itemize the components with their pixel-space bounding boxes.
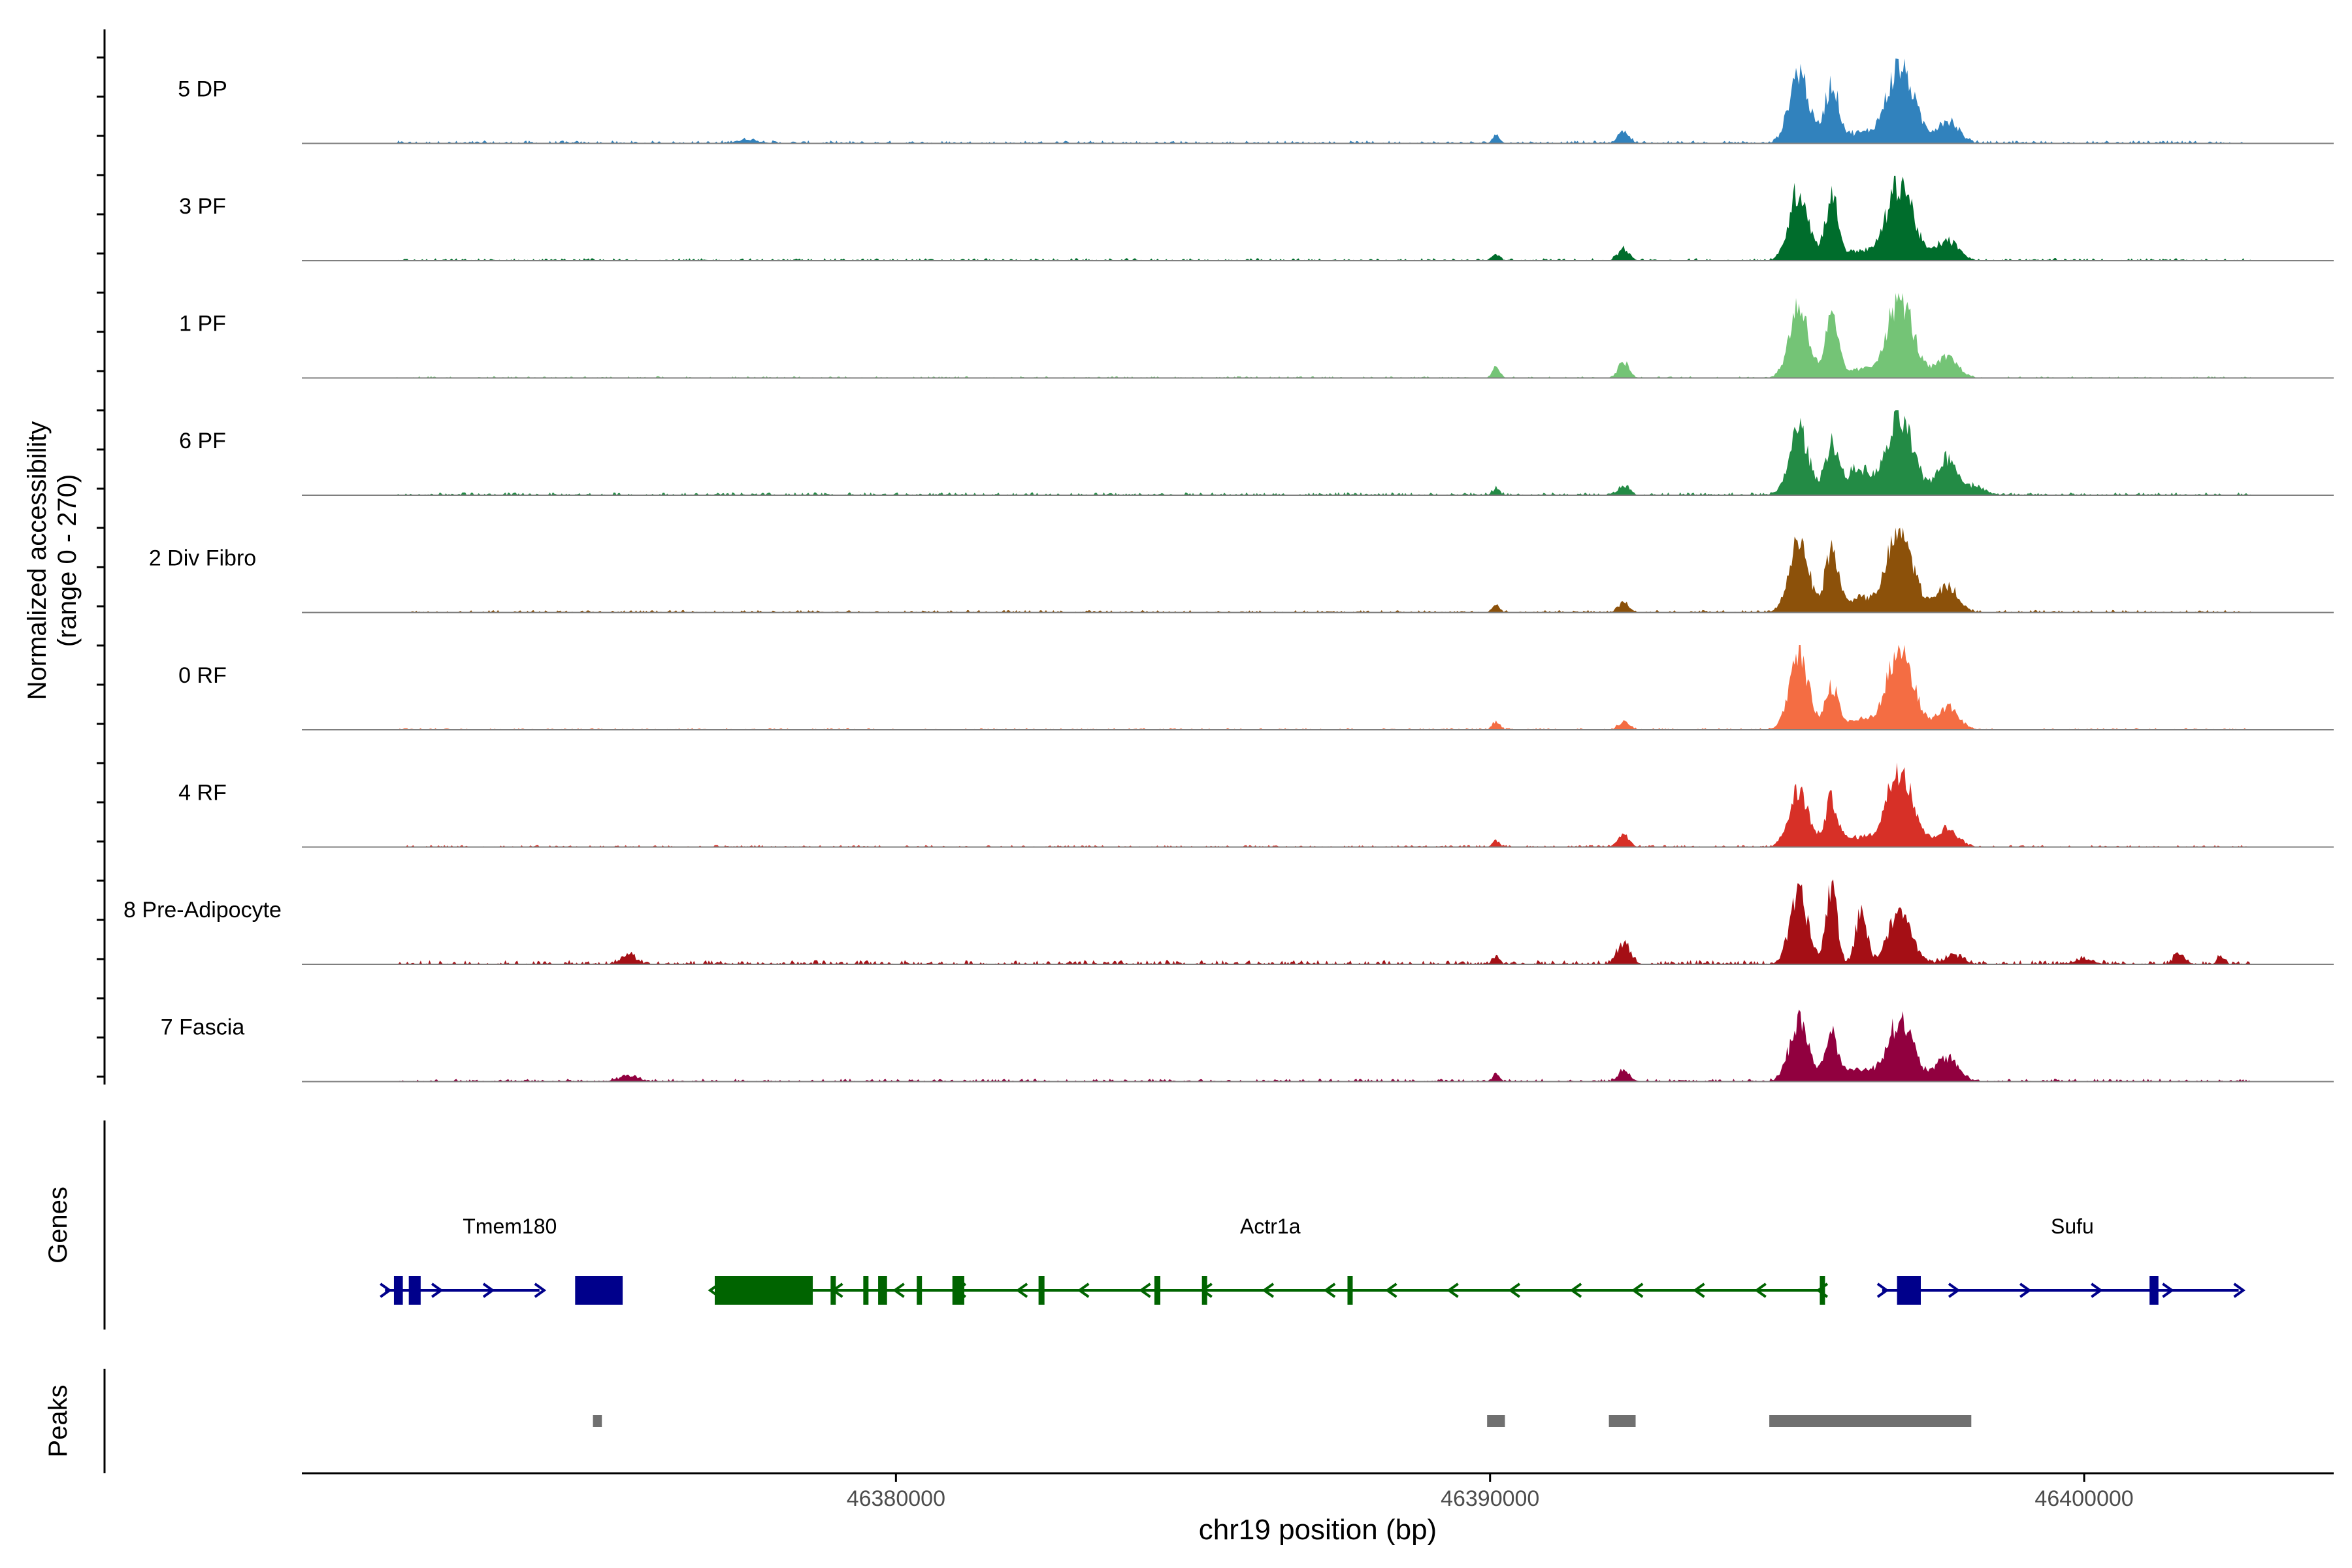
strand-arrow [1631, 1282, 1644, 1298]
genes-track-title-group: Genes [44, 1186, 73, 1264]
gene-exon [830, 1276, 836, 1305]
track-3-pf: 3 PF [179, 176, 2334, 261]
gene-exon [2149, 1276, 2159, 1305]
coverage-y-axis-title: Normalized accessibility (range 0 - 270) [23, 421, 82, 700]
coverage-area [397, 762, 2251, 847]
gene-exon [1820, 1276, 1825, 1305]
gene-label: Actr1a [1240, 1215, 1301, 1238]
gene-exon [1897, 1276, 1921, 1305]
track-label: 5 DP [178, 77, 227, 102]
strand-arrow [1139, 1282, 1151, 1298]
track-label: 2 Div Fibro [149, 546, 256, 571]
gene-actr1a: Actr1a [708, 1215, 1829, 1305]
genes-track-title: Genes [44, 1186, 73, 1264]
y-axis-range-label: (range 0 - 270) [53, 474, 82, 647]
strand-arrow [1323, 1282, 1336, 1298]
track-label: 3 PF [179, 194, 226, 219]
gene-exon [1154, 1276, 1161, 1305]
track-label: 0 RF [178, 663, 227, 688]
peak-region [593, 1415, 602, 1427]
track-label: 7 Fascia [161, 1015, 245, 1040]
track-1-pf: 1 PF [179, 293, 2334, 379]
strand-arrow [1569, 1282, 1582, 1298]
coverage-area [397, 1009, 2251, 1082]
peak-region [1769, 1415, 1972, 1427]
gene-label: Tmem180 [463, 1215, 557, 1238]
peaks-track-title: Peaks [44, 1384, 73, 1457]
coverage-area [397, 293, 2251, 378]
strand-arrow [1693, 1282, 1705, 1298]
track-0-rf: 0 RF [178, 645, 2334, 730]
strand-arrow [1077, 1282, 1090, 1298]
gene-exon [917, 1276, 923, 1305]
x-tick-label: 46390000 [1441, 1486, 1539, 1511]
track-7-fascia: 7 Fascia [161, 1009, 2334, 1083]
coverage-area [397, 410, 2251, 495]
strand-arrow [1876, 1282, 1889, 1298]
track-2-div-fibro: 2 Div Fibro [149, 527, 2334, 613]
gene-label: Sufu [2051, 1215, 2094, 1238]
coverage-tracks: 5 DP 3 PF 1 PF 6 PF 2 Div Fibro 0 RF 4 RF 8 Pre… [123, 58, 2334, 1083]
gene-exon [715, 1276, 813, 1305]
strand-arrow [380, 1282, 392, 1298]
coverage-area [397, 527, 2251, 613]
gene-exon [878, 1276, 887, 1305]
strand-arrow [2019, 1282, 2032, 1298]
gene-exon [408, 1276, 421, 1305]
track-label: 1 PF [179, 312, 226, 336]
strand-arrow [2091, 1282, 2103, 1298]
strand-arrow [1015, 1282, 1028, 1298]
x-axis-title: chr19 position (bp) [1199, 1514, 1437, 1546]
strand-arrow [1446, 1282, 1459, 1298]
peak-region [1609, 1415, 1636, 1427]
strand-arrow [2162, 1282, 2174, 1298]
peak-region [1487, 1415, 1505, 1427]
strand-arrow [2233, 1282, 2246, 1298]
track-6-pf: 6 PF [179, 410, 2334, 496]
strand-arrow [431, 1282, 444, 1298]
gene-exon [1347, 1276, 1353, 1305]
strand-arrow [1262, 1282, 1275, 1298]
track-4-rf: 4 RF [178, 762, 2334, 848]
track-label: 4 RF [178, 781, 227, 806]
strand-arrow [1948, 1282, 1961, 1298]
coverage-area [397, 176, 2251, 261]
track-8-pre-adipocyte: 8 Pre-Adipocyte [123, 879, 2334, 965]
gene-exon [575, 1276, 623, 1305]
y-axis-label: Normalized accessibility [23, 421, 52, 700]
coverage-area [397, 879, 2251, 964]
gene-exon [952, 1276, 964, 1305]
x-tick-label: 46380000 [847, 1486, 945, 1511]
peaks-track-title-group: Peaks [44, 1384, 73, 1457]
strand-arrow [892, 1282, 905, 1298]
track-label: 6 PF [179, 429, 226, 453]
strand-arrow [534, 1282, 547, 1298]
strand-arrow [1508, 1282, 1521, 1298]
x-axis-ticks: 46380000 46390000 46400000 [847, 1473, 2134, 1511]
gene-tmem180: Tmem180 [380, 1215, 623, 1305]
x-tick-label: 46400000 [2034, 1486, 2133, 1511]
coverage-area [397, 645, 2251, 730]
gene-exon [1201, 1276, 1207, 1305]
gene-exon [863, 1276, 869, 1305]
gene-sufu: Sufu [1876, 1215, 2246, 1305]
peak-regions [593, 1415, 1972, 1427]
track-label: 8 Pre-Adipocyte [123, 898, 282, 923]
strand-arrow [1384, 1282, 1397, 1298]
gene-exon [393, 1276, 403, 1305]
strand-arrow [1754, 1282, 1767, 1298]
gene-annotations: Tmem180 Actr1a Sufu [380, 1215, 2246, 1305]
coverage-area [397, 58, 2251, 144]
strand-arrow [482, 1282, 495, 1298]
track-5-dp: 5 DP [178, 58, 2334, 144]
coverage-y-axis-ticks [97, 56, 105, 1078]
gene-exon [1038, 1276, 1045, 1305]
